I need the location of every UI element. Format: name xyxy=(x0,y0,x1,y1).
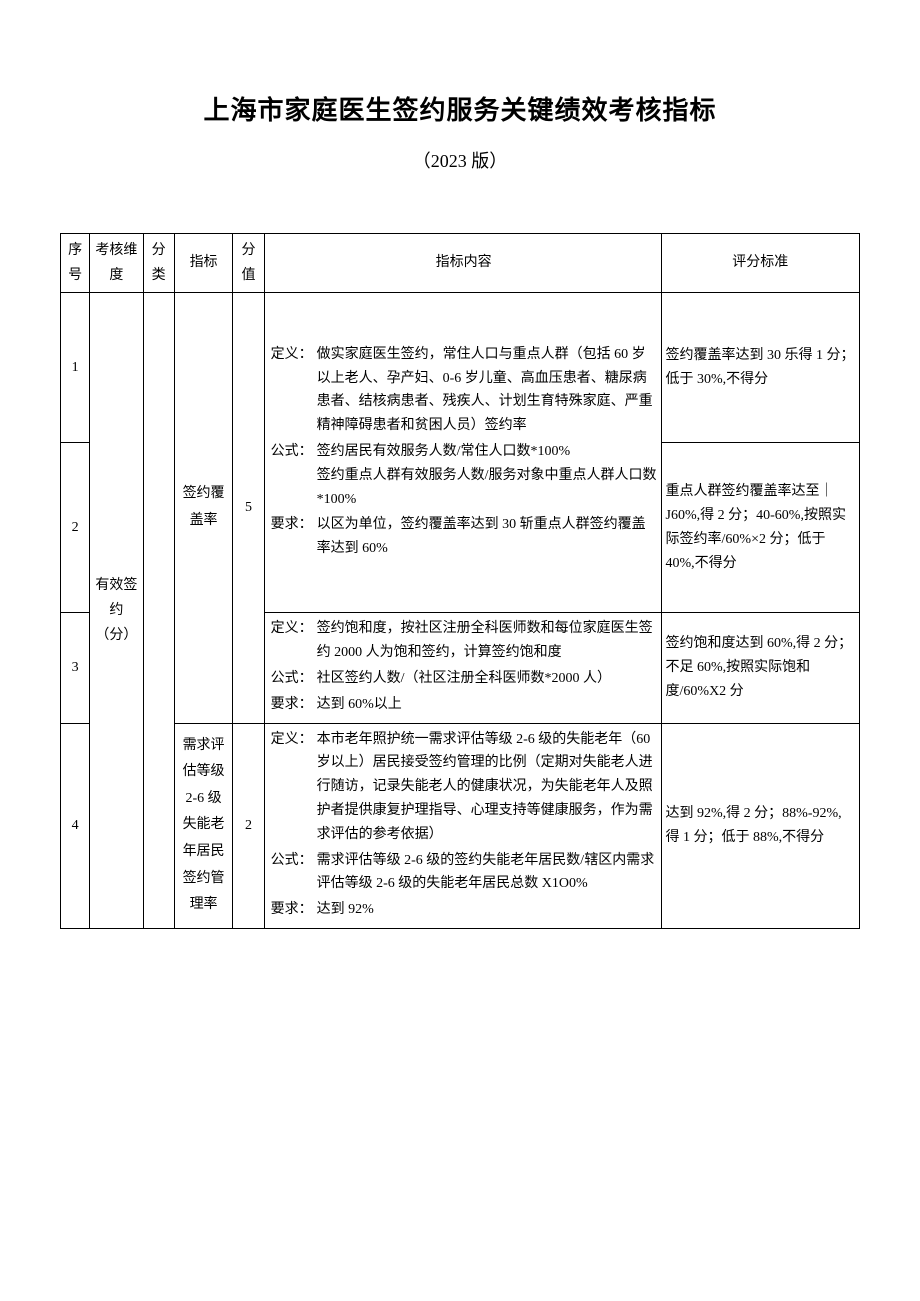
label-def: 定义： xyxy=(271,343,317,438)
cell-seq: 1 xyxy=(61,293,90,443)
header-content: 指标内容 xyxy=(264,234,661,293)
cell-seq: 4 xyxy=(61,723,90,928)
label-req: 要求： xyxy=(271,693,317,717)
cell-content: 定义： 本市老年照护统一需求评估等级 2-6 级的失能老年（60 岁以上）居民接… xyxy=(264,723,661,928)
header-score: 分值 xyxy=(233,234,264,293)
table-row: 4 需求评估等级 2-6 级失能老年居民签约管理率 2 定义： 本市老年照护统一… xyxy=(61,723,860,928)
cell-category xyxy=(143,293,174,929)
content-def-text: 签约饱和度，按社区注册全科医师数和每位家庭医生签约 2000 人为饱和签约，计算… xyxy=(317,617,657,665)
cell-dimension: 有效签约（分） xyxy=(90,293,143,929)
table-row: 1 有效签约（分） 签约覆盖率 5 定义： 做实家庭医生签约，常住人口与重点人群… xyxy=(61,293,860,443)
label-def: 定义： xyxy=(271,728,317,847)
label-formula: 公式： xyxy=(271,849,317,897)
cell-score: 2 xyxy=(233,723,264,928)
table-header-row: 序号 考核维度 分类 指标 分值 指标内容 评分标准 xyxy=(61,234,860,293)
content-formula-text: 需求评估等级 2-6 级的签约失能老年居民数/辖区内需求评估等级 2-6 级的失… xyxy=(317,849,657,897)
content-req-text: 达到 92% xyxy=(317,898,657,922)
cell-seq: 3 xyxy=(61,613,90,723)
content-req-text: 达到 60%以上 xyxy=(317,693,657,717)
cell-content: 定义： 做实家庭医生签约，常住人口与重点人群（包括 60 岁以上老人、孕产妇、0… xyxy=(264,293,661,613)
cell-content: 定义： 签约饱和度，按社区注册全科医师数和每位家庭医生签约 2000 人为饱和签… xyxy=(264,613,661,723)
cell-criteria: 重点人群签约覆盖率达至｜J60%,得 2 分；40-60%,按照实际签约率/60… xyxy=(661,443,859,613)
header-criteria: 评分标准 xyxy=(661,234,859,293)
label-req: 要求： xyxy=(271,898,317,922)
header-dimension: 考核维度 xyxy=(90,234,143,293)
cell-criteria: 达到 92%,得 2 分；88%-92%,得 1 分；低于 88%,不得分 xyxy=(661,723,859,928)
content-def-text: 本市老年照护统一需求评估等级 2-6 级的失能老年（60 岁以上）居民接受签约管… xyxy=(317,728,657,847)
kpi-table: 序号 考核维度 分类 指标 分值 指标内容 评分标准 1 有效签约（分） 签约覆… xyxy=(60,233,860,929)
content-formula-text: 社区签约人数/（社区注册全科医师数*2000 人） xyxy=(317,667,657,691)
label-formula: 公式： xyxy=(271,440,317,511)
header-category: 分类 xyxy=(143,234,174,293)
label-req: 要求： xyxy=(271,513,317,561)
cell-indicator: 需求评估等级 2-6 级失能老年居民签约管理率 xyxy=(174,723,232,928)
content-formula-text: 签约居民有效服务人数/常住人口数*100% 签约重点人群有效服务人数/服务对象中… xyxy=(317,440,657,511)
header-indicator: 指标 xyxy=(174,234,232,293)
cell-score: 5 xyxy=(233,293,264,723)
content-def-text: 做实家庭医生签约，常住人口与重点人群（包括 60 岁以上老人、孕产妇、0-6 岁… xyxy=(317,343,657,438)
label-def: 定义： xyxy=(271,617,317,665)
cell-indicator: 签约覆盖率 xyxy=(174,293,232,723)
label-formula: 公式： xyxy=(271,667,317,691)
document-title: 上海市家庭医生签约服务关键绩效考核指标 xyxy=(60,90,860,127)
cell-seq: 2 xyxy=(61,443,90,613)
cell-criteria: 签约覆盖率达到 30 乐得 1 分；低于 30%,不得分 xyxy=(661,293,859,443)
content-req-text: 以区为单位，签约覆盖率达到 30 斩重点人群签约覆盖率达到 60% xyxy=(317,513,657,561)
document-subtitle: （2023 版） xyxy=(60,147,860,173)
header-seq: 序号 xyxy=(61,234,90,293)
cell-criteria: 签约饱和度达到 60%,得 2 分；不足 60%,按照实际饱和度/60%X2 分 xyxy=(661,613,859,723)
